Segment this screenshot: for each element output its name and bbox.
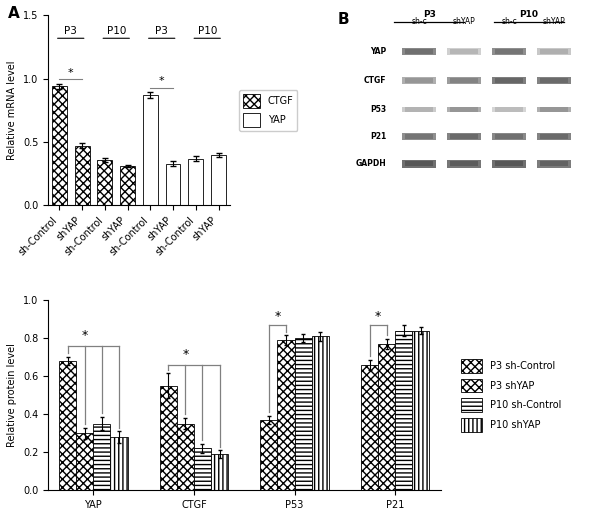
Bar — [402, 48, 436, 55]
Text: P21: P21 — [370, 132, 386, 141]
Bar — [537, 160, 571, 168]
Bar — [93, 424, 110, 490]
Legend: P3 sh-Control, P3 shYAP, P10 sh-Control, P10 shYAP: P3 sh-Control, P3 shYAP, P10 sh-Control,… — [458, 357, 563, 433]
Text: shYAP: shYAP — [452, 18, 475, 26]
Bar — [405, 134, 433, 139]
Bar — [447, 160, 481, 168]
Bar — [539, 78, 568, 83]
Text: *: * — [68, 68, 74, 77]
Bar — [402, 160, 436, 168]
Text: A: A — [8, 6, 20, 21]
Text: *: * — [82, 329, 88, 342]
Bar — [76, 433, 93, 490]
Bar — [492, 107, 526, 112]
Bar — [449, 78, 478, 83]
Legend: CTGF, YAP: CTGF, YAP — [239, 90, 298, 131]
Text: YAP: YAP — [370, 47, 386, 56]
Text: *: * — [375, 310, 381, 323]
Bar — [402, 133, 436, 140]
Bar — [537, 77, 571, 85]
Bar — [537, 107, 571, 112]
Bar — [494, 78, 523, 83]
Text: P3: P3 — [155, 26, 168, 36]
Bar — [378, 344, 395, 490]
Bar — [120, 166, 135, 205]
Bar — [194, 448, 211, 490]
Text: *: * — [182, 348, 188, 361]
Bar — [405, 49, 433, 54]
Bar — [59, 361, 76, 490]
Bar — [211, 155, 226, 205]
Bar — [311, 336, 329, 490]
Bar — [177, 424, 194, 490]
Bar — [539, 107, 568, 111]
Bar — [449, 49, 478, 54]
Text: P3: P3 — [422, 10, 436, 19]
Text: P10: P10 — [197, 26, 217, 36]
Bar — [166, 164, 181, 205]
Bar — [402, 77, 436, 85]
Text: *: * — [159, 76, 164, 86]
Text: CTGF: CTGF — [364, 76, 386, 85]
Bar — [211, 454, 228, 490]
Text: P53: P53 — [370, 105, 386, 114]
Bar — [449, 107, 478, 111]
Text: P10: P10 — [107, 26, 126, 36]
Bar — [539, 134, 568, 139]
Text: sh-c: sh-c — [411, 18, 427, 26]
Bar — [405, 161, 433, 167]
Bar — [277, 340, 295, 490]
Bar — [447, 133, 481, 140]
Bar — [537, 133, 571, 140]
Text: GAPDH: GAPDH — [356, 159, 386, 168]
Bar — [537, 48, 571, 55]
Bar — [402, 107, 436, 112]
Bar — [405, 107, 433, 111]
Bar — [447, 107, 481, 112]
Bar — [110, 437, 128, 490]
Bar — [295, 338, 311, 490]
Bar — [97, 160, 112, 205]
Bar — [494, 161, 523, 167]
Y-axis label: Relative mRNA level: Relative mRNA level — [7, 61, 17, 160]
Bar — [449, 134, 478, 139]
Bar — [361, 365, 378, 490]
Text: sh-c: sh-c — [501, 18, 517, 26]
Bar — [447, 77, 481, 85]
Bar — [539, 161, 568, 167]
Text: shYAP: shYAP — [542, 18, 565, 26]
Bar — [405, 78, 433, 83]
Bar — [492, 160, 526, 168]
Text: B: B — [338, 12, 349, 27]
Bar — [52, 86, 67, 205]
Bar — [449, 161, 478, 167]
Bar — [494, 107, 523, 111]
Bar — [260, 420, 277, 490]
Text: P10: P10 — [520, 10, 539, 19]
Bar — [494, 134, 523, 139]
Bar — [492, 133, 526, 140]
Bar — [188, 158, 203, 205]
Text: *: * — [274, 310, 281, 323]
Bar — [447, 48, 481, 55]
Bar — [492, 77, 526, 85]
Bar — [539, 49, 568, 54]
Bar — [494, 49, 523, 54]
Bar — [75, 146, 89, 205]
Bar — [143, 95, 158, 205]
Bar — [160, 386, 177, 490]
Bar — [395, 331, 412, 490]
Bar — [492, 48, 526, 55]
Text: P3: P3 — [64, 26, 77, 36]
Bar — [412, 331, 430, 490]
Y-axis label: Relative protein level: Relative protein level — [7, 343, 17, 447]
